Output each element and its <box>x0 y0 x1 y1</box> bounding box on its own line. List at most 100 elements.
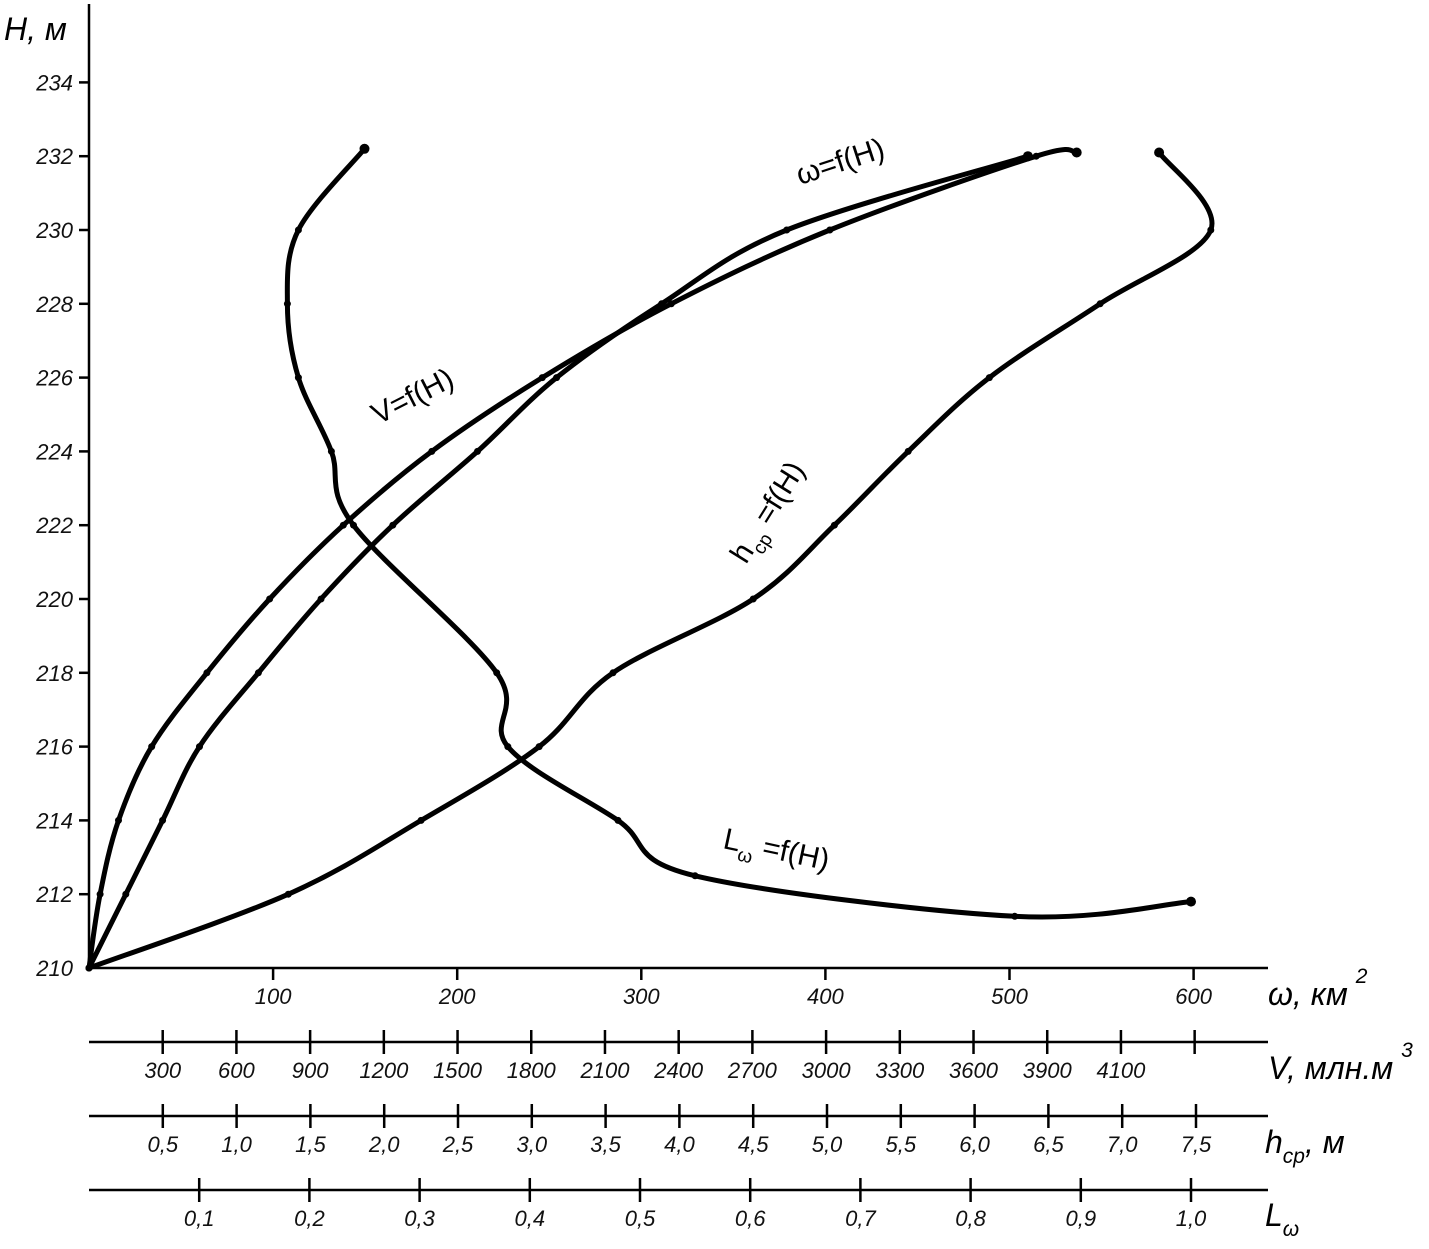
volume-curve-point <box>667 300 675 308</box>
hcp-tick-label: 0,5 <box>148 1132 179 1157</box>
lw-curve-point <box>294 374 302 382</box>
volume-tick-label: 3300 <box>875 1058 925 1083</box>
lw-curve-label: Lω =f(H) <box>719 823 832 884</box>
lw-tick-label: 0,5 <box>625 1206 656 1231</box>
axes-layer: H, м 210 212 214 216 218 220 222 224 226 228 230 232… <box>4 4 1413 1241</box>
hcp-tick-label: 5,0 <box>812 1132 843 1157</box>
hcp-tick-label: 2,0 <box>368 1132 400 1157</box>
volume-curve-point <box>538 374 546 382</box>
hcp-curve-point <box>417 816 425 824</box>
hcp-curve-point <box>904 447 912 455</box>
hcp-curve <box>86 150 1215 971</box>
hcp-curve-point <box>535 743 543 751</box>
hcp-curve-point <box>609 669 617 677</box>
y-tick-label: 230 <box>35 218 73 243</box>
lw-curve-point <box>614 816 622 824</box>
lw-curve-point <box>327 447 335 455</box>
omega-curve-point <box>553 374 561 382</box>
volume-tick-label: 600 <box>218 1058 255 1083</box>
hcp-curve-point <box>749 595 757 603</box>
volume-tick-label: 3600 <box>949 1058 999 1083</box>
omega-curve-point <box>159 816 167 824</box>
lw-tick-label: 0,7 <box>845 1206 876 1231</box>
lw-curve-point <box>493 669 501 677</box>
omega-tick-label: 200 <box>438 984 476 1009</box>
omega-tick-label: 300 <box>623 984 660 1009</box>
volume-curve-point <box>826 226 834 234</box>
lw-curve-point <box>504 743 512 751</box>
hcp-tick-label: 3,0 <box>517 1132 548 1157</box>
volume-curve-label: V=f(H) <box>366 362 459 431</box>
y-tick-label: 218 <box>35 661 73 686</box>
hcp-curve-point <box>85 964 93 972</box>
y-tick-label: 228 <box>35 292 73 317</box>
lw-curve-point <box>283 300 291 308</box>
y-tick-label: 224 <box>35 439 73 464</box>
y-axis-title: H, м <box>4 11 67 47</box>
lw-curve-point <box>359 143 370 154</box>
hcp-curve-point <box>284 890 292 898</box>
hcp-tick-label: 7,0 <box>1107 1132 1138 1157</box>
hcp-curve-point <box>1154 147 1165 158</box>
volume-tick-label: 900 <box>292 1058 329 1083</box>
omega-curve-point <box>783 226 791 234</box>
volume-curve-point <box>1032 152 1040 160</box>
omega-curve-point <box>122 890 130 898</box>
lw-tick-label: 1,0 <box>1176 1206 1207 1231</box>
y-tick-label: 214 <box>35 808 73 833</box>
hcp-tick-label: 2,5 <box>442 1132 474 1157</box>
volume-curve-point <box>339 521 347 529</box>
hcp-tick-label: 3,5 <box>590 1132 621 1157</box>
y-tick-label: 226 <box>35 366 73 391</box>
lw-axis-title: Lω <box>1265 1197 1299 1241</box>
omega-curve-point <box>254 669 262 677</box>
hcp-tick-label: 4,0 <box>664 1132 695 1157</box>
volume-curve-point <box>115 816 122 824</box>
y-tick-label: 234 <box>35 70 73 95</box>
omega-tick-label: 400 <box>807 984 844 1009</box>
hcp-tick-label: 1,5 <box>295 1132 326 1157</box>
volume-tick-label: 3000 <box>802 1058 852 1083</box>
volume-curve-point <box>428 447 436 455</box>
lw-tick-label: 0,9 <box>1066 1206 1097 1231</box>
volume-tick-label: 4100 <box>1096 1058 1146 1083</box>
hcp-tick-label: 4,5 <box>738 1132 769 1157</box>
omega-tick-label: 600 <box>1175 984 1212 1009</box>
y-tick-label: 220 <box>35 587 73 612</box>
omega-curve <box>86 153 1031 971</box>
curve-labels-layer: ω=f(H)V=f(H)hср =f(H)Lω =f(H) <box>366 132 889 884</box>
omega-tick-label: 500 <box>991 984 1028 1009</box>
omega-curve-point <box>317 595 325 603</box>
omega-curve-point <box>474 447 481 455</box>
hcp-tick-label: 7,5 <box>1181 1132 1212 1157</box>
volume-curve-point <box>266 595 274 603</box>
lw-curve-point <box>350 521 357 529</box>
omega-tick-label: 100 <box>255 984 292 1009</box>
y-tick-label: 216 <box>35 735 73 760</box>
hcp-axis-title: hср, м <box>1265 1124 1345 1168</box>
volume-curve-point <box>1071 147 1082 158</box>
y-tick-label: 210 <box>35 956 73 981</box>
hcp-tick-label: 6,0 <box>959 1132 990 1157</box>
volume-tick-label: 3900 <box>1023 1058 1073 1083</box>
hcp-curve-point <box>985 374 993 382</box>
volume-curve-point <box>148 743 156 751</box>
lw-curve-point <box>1186 896 1196 907</box>
lw-tick-label: 0,4 <box>515 1206 546 1231</box>
lw-curve-point <box>1011 912 1019 920</box>
omega-curve-point <box>196 743 203 751</box>
hcp-curve-point <box>1096 300 1104 308</box>
hcp-curve-point <box>1207 226 1215 234</box>
volume-curve-point <box>203 669 211 677</box>
omega-curve-label: ω=f(H) <box>792 132 889 191</box>
lw-curve-point <box>691 872 699 880</box>
volume-tick-label: 2400 <box>653 1058 704 1083</box>
volume-curve <box>86 147 1080 971</box>
volume-tick-label: 300 <box>144 1058 181 1083</box>
omega-curve-point <box>389 521 397 529</box>
omega-axis-title: ω, км 2 <box>1268 965 1368 1012</box>
lw-curve-point <box>294 226 302 234</box>
lw-tick-label: 0,3 <box>404 1206 435 1231</box>
volume-tick-label: 2700 <box>727 1058 778 1083</box>
